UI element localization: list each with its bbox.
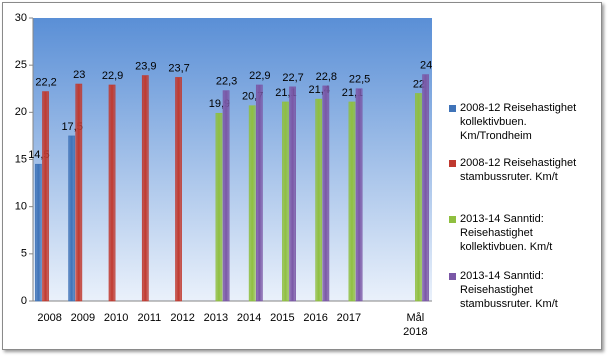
- legend-marker: [449, 105, 456, 112]
- bar: [215, 112, 223, 302]
- bar: [141, 75, 149, 302]
- data-label: 22,9: [249, 70, 270, 82]
- bar: [315, 98, 323, 302]
- x-tick-label: 2008: [37, 312, 62, 324]
- data-label: 23,7: [168, 62, 189, 74]
- bar: [222, 90, 230, 302]
- data-label: 22: [413, 78, 425, 90]
- y-tick-label: 0: [21, 295, 27, 307]
- x-tick-label: 2011: [137, 312, 162, 324]
- data-label: 22,8: [316, 71, 337, 83]
- legend-marker: [449, 160, 456, 167]
- legend-label: 2013-14 Sanntid: Reisehastighet kollekti…: [460, 213, 553, 253]
- y-tick-label: 10: [15, 201, 27, 213]
- y-tick-label: 5: [21, 248, 27, 260]
- x-tick-label: 2014: [236, 312, 262, 324]
- bar: [422, 74, 429, 302]
- bar: [348, 101, 356, 302]
- x-tick-label: 2013: [203, 312, 229, 324]
- bar: [108, 84, 116, 302]
- y-tick-label: 20: [15, 106, 27, 118]
- x-tick-label: 2009: [70, 312, 96, 324]
- data-label: 22,2: [35, 76, 56, 88]
- data-label: 22,3: [216, 76, 237, 88]
- bar: [68, 135, 76, 302]
- plot-background: [33, 18, 432, 301]
- bar: [355, 88, 363, 302]
- y-tick-label: 25: [15, 59, 27, 71]
- data-label: 22,7: [282, 72, 303, 84]
- bar: [35, 163, 42, 302]
- bar: [282, 101, 289, 302]
- x-tick-label: 2010: [103, 312, 129, 324]
- bar: [289, 86, 296, 302]
- legend-label: 2008-12 Reisehastighet stambussruter. Km…: [460, 157, 577, 183]
- data-label: 17,5: [61, 121, 82, 133]
- bar: [42, 91, 49, 302]
- bar: [75, 83, 83, 302]
- y-tick-label: 15: [15, 153, 27, 165]
- bar: [322, 85, 330, 302]
- x-tick-label: 2016: [303, 312, 328, 324]
- bar: [255, 84, 263, 302]
- data-label: 24: [420, 60, 432, 72]
- data-label: 23: [73, 69, 85, 81]
- x-tick-label: 2015: [270, 312, 295, 324]
- x-tick-label: Mål 2018: [403, 312, 428, 338]
- bar: [248, 105, 256, 302]
- data-label: 23,9: [135, 60, 156, 72]
- x-tick-label: 2017: [336, 312, 362, 324]
- legend-label: 2008-12 Reisehastighet kollektivbuen. Km…: [460, 102, 577, 142]
- data-label: 22,9: [102, 70, 123, 82]
- x-tick-label: 2012: [170, 312, 195, 324]
- legend-marker: [449, 273, 456, 280]
- bar: [175, 77, 182, 302]
- legend-marker: [449, 216, 456, 223]
- bar: [415, 93, 422, 302]
- data-label: 22,5: [349, 74, 370, 86]
- legend-label: 2013-14 Sanntid: Reisehastighet stambuss…: [460, 270, 558, 310]
- y-tick-label: 30: [15, 12, 27, 24]
